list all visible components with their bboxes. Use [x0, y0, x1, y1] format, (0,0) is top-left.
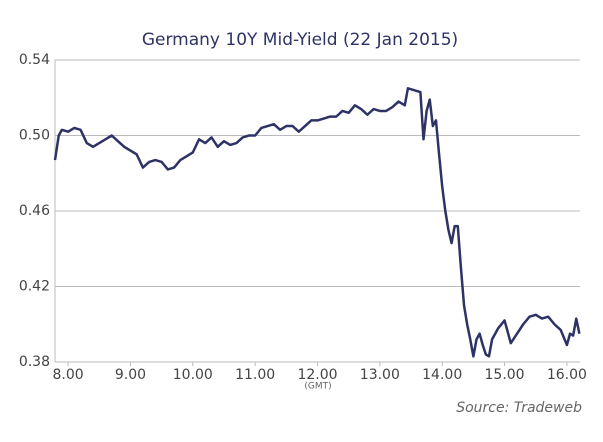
- x-tick-label: 15.00: [485, 367, 525, 383]
- x-axis-note: (GMT): [304, 382, 331, 392]
- y-tick-label: 0.50: [19, 128, 50, 144]
- x-tick-label: 9.00: [115, 367, 146, 383]
- x-tick-label: 13.00: [360, 367, 400, 383]
- y-tick-label: 0.46: [19, 203, 50, 219]
- y-tick-label: 0.38: [19, 354, 50, 370]
- x-tick-label: 12.00: [297, 367, 337, 383]
- line: [53, 87, 581, 358]
- source: Source: Tradeweb: [456, 400, 582, 416]
- y-tick-label: 0.54: [19, 52, 50, 68]
- chart-title: Germany 10Y Mid-Yield (22 Jan 2015): [142, 30, 458, 50]
- y-tick-label: 0.42: [19, 279, 50, 295]
- x-tick-label: 11.00: [235, 367, 275, 383]
- x-tick-label: 10.00: [173, 367, 213, 383]
- x-tick-label: 16.00: [547, 367, 587, 383]
- x-tick-label: 14.00: [422, 367, 462, 383]
- x-tick-label: 8.00: [53, 367, 84, 383]
